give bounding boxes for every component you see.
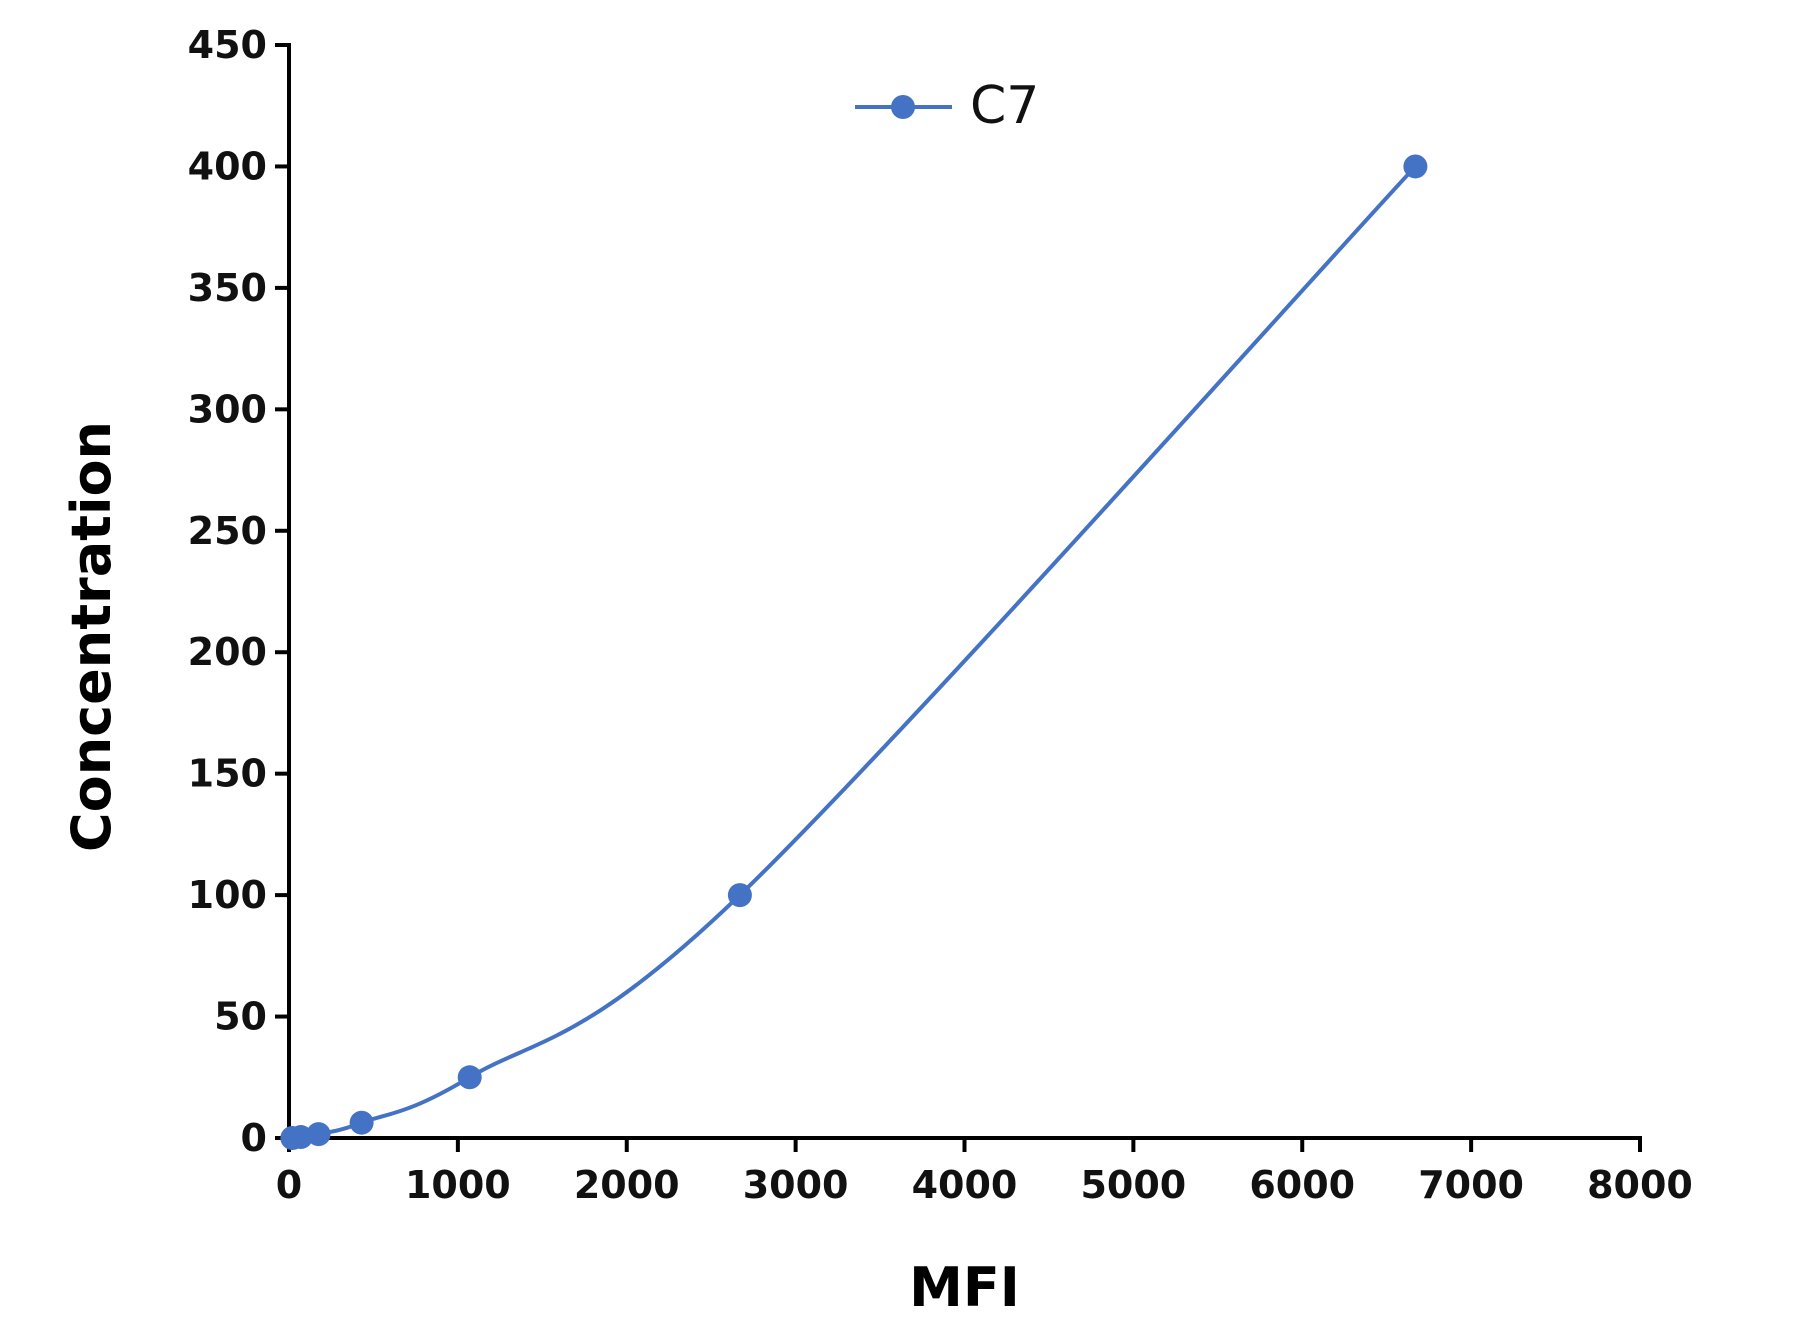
y-tick-label: 150: [188, 752, 267, 796]
y-tick-label: 450: [188, 23, 267, 67]
x-tick-label: 7000: [1418, 1163, 1524, 1207]
x-axis-title: MFI: [909, 1256, 1020, 1319]
x-tick-label: 4000: [912, 1163, 1018, 1207]
series-points-c7: [280, 154, 1428, 1150]
series-line-c7: [290, 164, 1418, 1140]
legend-label-c7: C7: [970, 76, 1039, 136]
x-tick-label: 8000: [1587, 1163, 1693, 1207]
legend-marker-c7: [891, 95, 915, 119]
data-point: [306, 1122, 331, 1147]
data-point: [1403, 154, 1428, 179]
y-tick-label: 300: [188, 387, 267, 431]
y-axis-ticks: 0 50 100 150 200 250 300 350 400 450: [188, 23, 289, 1160]
data-point: [727, 883, 752, 908]
y-tick-label: 50: [214, 995, 267, 1039]
y-axis-title: Concentration: [60, 421, 123, 852]
y-tick-label: 200: [188, 630, 267, 674]
data-point: [288, 1125, 313, 1150]
data-point: [457, 1065, 482, 1090]
y-tick-label: 0: [241, 1116, 267, 1160]
x-tick-label: 2000: [574, 1163, 680, 1207]
y-tick-label: 350: [188, 266, 267, 310]
x-tick-label: 6000: [1249, 1163, 1355, 1207]
x-tick-label: 1000: [405, 1163, 511, 1207]
data-point: [349, 1110, 374, 1135]
y-tick-label: 100: [188, 873, 267, 917]
legend: C7: [855, 76, 1039, 136]
x-tick-label: 3000: [743, 1163, 849, 1207]
x-axis-ticks: 0 1000 2000 3000 4000 5000 6000 7000 8000: [276, 1138, 1693, 1207]
y-tick-label: 400: [188, 144, 267, 188]
x-tick-label: 0: [276, 1163, 302, 1207]
x-tick-label: 5000: [1080, 1163, 1186, 1207]
y-tick-label: 250: [188, 509, 267, 553]
